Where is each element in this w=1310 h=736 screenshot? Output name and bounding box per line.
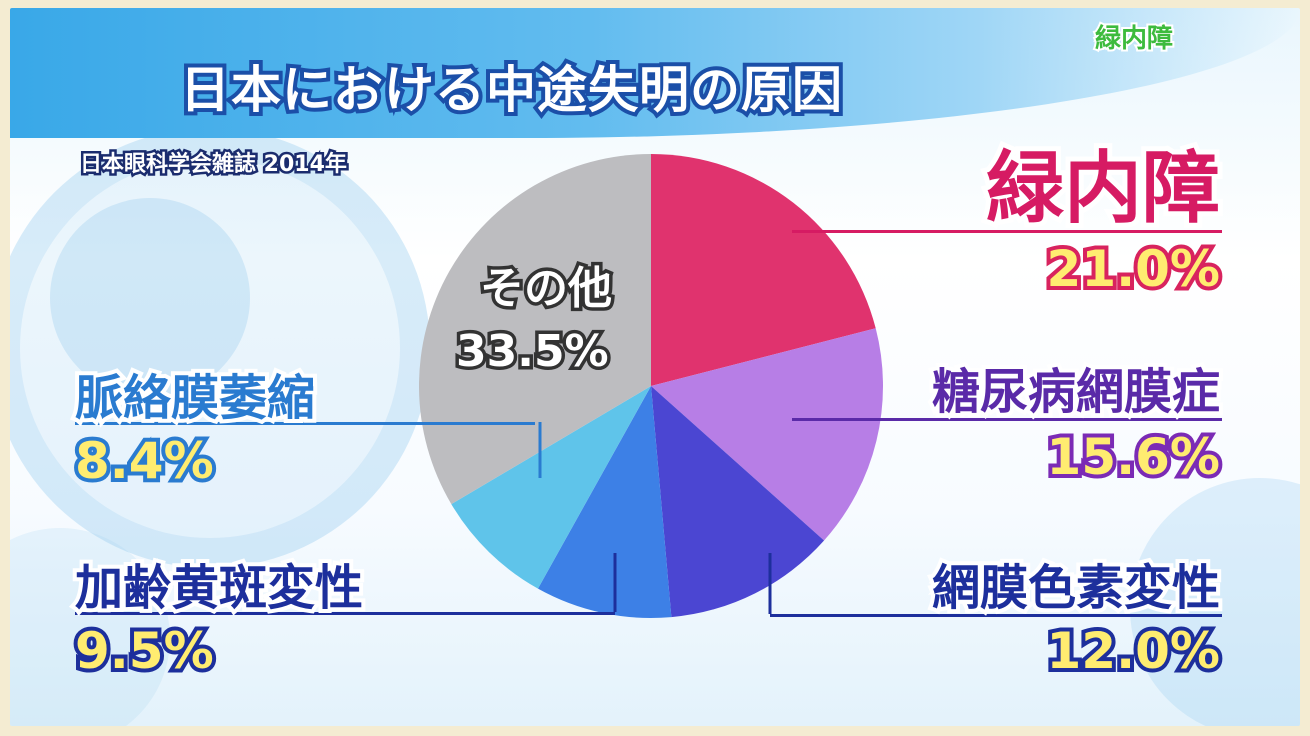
rule-retinitis — [770, 614, 1222, 617]
pie-slice-3 — [537, 386, 672, 618]
pie-slice-2 — [651, 386, 825, 618]
pie-slice-0 — [651, 154, 876, 386]
label-diabetic-retinopathy: 糖尿病網膜症 — [928, 360, 1224, 424]
label-retinitis-pigmentosa: 網膜色素変性 — [928, 556, 1224, 620]
pie-slice-5 — [419, 154, 651, 505]
rule-diabetic — [792, 418, 1222, 421]
label-other: その他 — [477, 260, 616, 318]
pie-chart — [419, 154, 883, 618]
value-diabetic-retinopathy: 15.6% — [1043, 424, 1224, 490]
rule-choroid — [75, 422, 535, 425]
value-retinitis-pigmentosa: 12.0% — [1043, 618, 1224, 684]
page-title: 日本における中途失明の原因 — [176, 57, 846, 123]
pie-slice-1 — [651, 328, 883, 541]
value-choroidal-atrophy: 8.4% — [71, 428, 218, 494]
rule-amd — [75, 612, 615, 615]
label-glaucoma: 緑内障 — [981, 139, 1225, 239]
rule-glaucoma — [792, 230, 1222, 233]
tv-screen: 日本における中途失明の原因 日本眼科学会雑誌 2014年 緑内障 緑内障 21.… — [10, 8, 1300, 726]
source-caption: 日本眼科学会雑誌 2014年 — [78, 150, 350, 180]
value-glaucoma: 21.0% — [1043, 236, 1224, 302]
label-amd: 加齢黄斑変性 — [71, 556, 367, 620]
value-amd: 9.5% — [71, 618, 218, 684]
pie-slice-4 — [451, 386, 651, 589]
corner-tag: 緑内障 — [1093, 22, 1175, 56]
label-choroidal-atrophy: 脈絡膜萎縮 — [71, 366, 319, 430]
value-other: 33.5% — [453, 323, 613, 381]
